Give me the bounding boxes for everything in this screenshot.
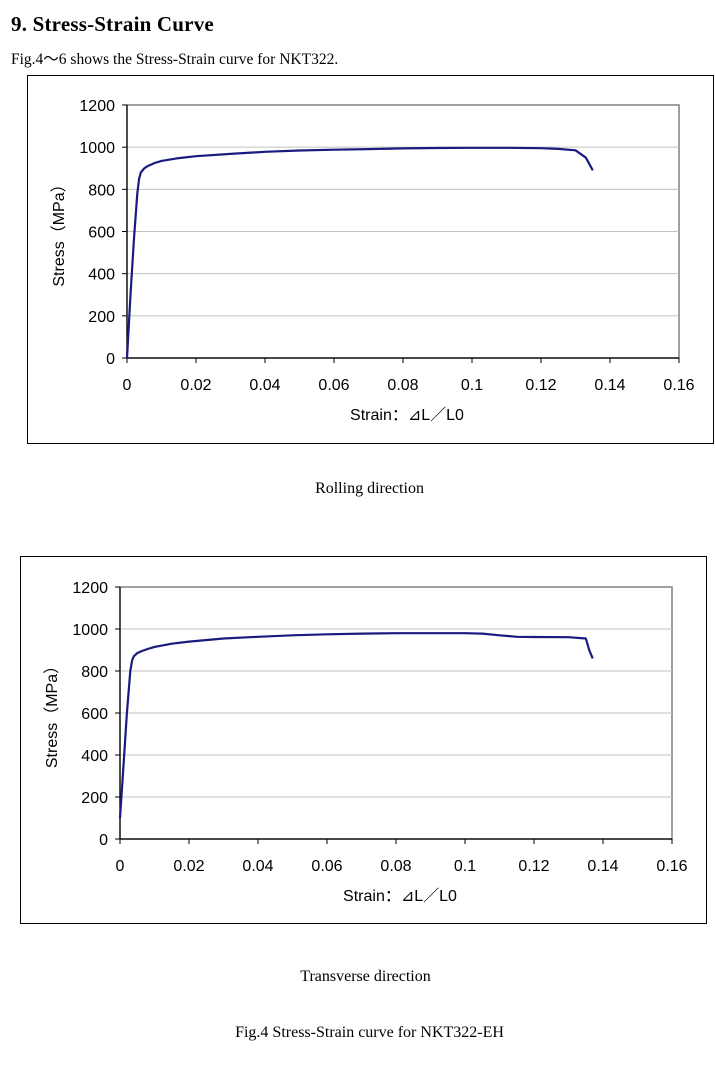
- y-tick-label: 800: [81, 664, 108, 681]
- x-tick-label: 0.04: [249, 377, 280, 394]
- x-tick-label: 0.16: [663, 377, 694, 394]
- x-tick-label: 0.12: [525, 377, 556, 394]
- y-tick-label: 400: [81, 748, 108, 765]
- y-tick-label: 600: [88, 225, 115, 242]
- chart-rolling-svg: 0 200 400 600 800 1000 1200 0 0.02 0.04 0.06 0.08 0.…: [50, 98, 695, 424]
- y-tick-label: 0: [106, 351, 115, 368]
- x-axis-label: Strain：⊿L／L0: [350, 407, 464, 424]
- x-tick-label: 0.08: [380, 858, 411, 875]
- x-tick-label: 0.14: [587, 858, 618, 875]
- chart-transverse-svg: 0 200 400 600 800 1000 1200 0 0.02 0.04 0.06 0.08 0.…: [43, 580, 688, 905]
- x-tick-label: 0.1: [461, 377, 483, 394]
- y-tick-label: 200: [88, 309, 115, 326]
- y-tick-label: 400: [88, 267, 115, 284]
- series-line-0: [118, 632, 594, 819]
- x-tick-label: 0.12: [518, 858, 549, 875]
- y-axis-label: Stress（MPa）: [50, 176, 68, 286]
- y-tick-label: 1000: [79, 140, 115, 157]
- y-tick-label: 1200: [72, 580, 108, 597]
- x-tick-label: 0.06: [318, 377, 349, 394]
- x-tick-label: 0.04: [242, 858, 273, 875]
- y-tick-label: 1000: [72, 622, 108, 639]
- caption-rolling-direction: Rolling direction: [315, 480, 424, 497]
- chart-rolling-direction: 0 200 400 600 800 1000 1200 0 0.02 0.04 0.06 0.08 0.…: [27, 75, 714, 444]
- section-intro: Fig.4～6 shows the Stress-Strain curve fo…: [11, 51, 339, 68]
- x-axis-label: Strain：⊿L／L0: [343, 888, 457, 905]
- section-heading: 9. Stress-Strain Curve: [11, 12, 214, 36]
- y-tick-label: 0: [99, 832, 108, 849]
- figure-caption: Fig.4 Stress-Strain curve for NKT322-EH: [235, 1024, 504, 1041]
- x-tick-label: 0.1: [454, 858, 476, 875]
- y-tick-label: 800: [88, 182, 115, 199]
- x-tick-label: 0: [123, 377, 132, 394]
- x-tick-label: 0.16: [656, 858, 687, 875]
- x-tick-label: 0.08: [387, 377, 418, 394]
- x-tick-label: 0.06: [311, 858, 342, 875]
- series-line-0: [125, 146, 594, 359]
- y-axis-label: Stress（MPa）: [43, 658, 61, 768]
- x-tick-label: 0.14: [594, 377, 625, 394]
- y-tick-label: 200: [81, 790, 108, 807]
- y-tick-label: 600: [81, 706, 108, 723]
- y-tick-label: 1200: [79, 98, 115, 115]
- x-tick-label: 0.02: [173, 858, 204, 875]
- x-tick-label: 0: [116, 858, 125, 875]
- chart-transverse-direction: 0 200 400 600 800 1000 1200 0 0.02 0.04 0.06 0.08 0.…: [20, 556, 707, 924]
- x-tick-label: 0.02: [180, 377, 211, 394]
- caption-transverse-direction: Transverse direction: [300, 968, 431, 985]
